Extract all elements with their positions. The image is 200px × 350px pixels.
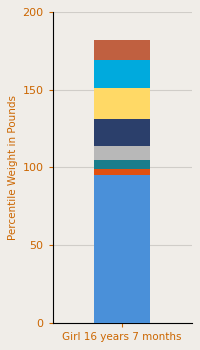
- Bar: [94, 61, 150, 88]
- Bar: [94, 40, 150, 61]
- Bar: [94, 160, 150, 169]
- Bar: [94, 146, 150, 160]
- Y-axis label: Percentile Weight in Pounds: Percentile Weight in Pounds: [8, 95, 18, 240]
- Bar: [94, 88, 150, 119]
- Bar: [94, 175, 150, 323]
- Bar: [94, 119, 150, 146]
- Bar: [94, 169, 150, 175]
